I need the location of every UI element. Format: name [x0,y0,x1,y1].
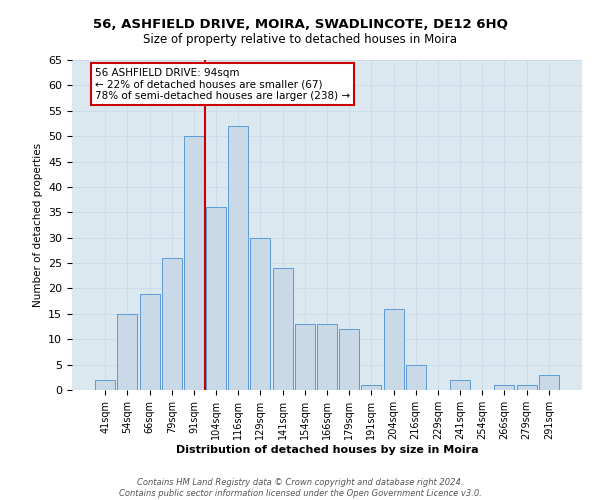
Bar [206,207,226,390]
Bar [517,385,536,390]
Bar [339,329,359,390]
Bar [140,294,160,390]
Bar [295,324,315,390]
Bar [361,385,382,390]
Bar [184,136,204,390]
Bar [95,380,115,390]
Bar [450,380,470,390]
Bar [406,364,426,390]
Text: Contains HM Land Registry data © Crown copyright and database right 2024.
Contai: Contains HM Land Registry data © Crown c… [119,478,481,498]
X-axis label: Distribution of detached houses by size in Moira: Distribution of detached houses by size … [176,444,478,454]
Bar [228,126,248,390]
Bar [250,238,271,390]
Bar [383,309,404,390]
Bar [272,268,293,390]
Bar [494,385,514,390]
Text: 56 ASHFIELD DRIVE: 94sqm
← 22% of detached houses are smaller (67)
78% of semi-d: 56 ASHFIELD DRIVE: 94sqm ← 22% of detach… [95,68,350,101]
Y-axis label: Number of detached properties: Number of detached properties [32,143,43,307]
Bar [162,258,182,390]
Bar [118,314,137,390]
Bar [539,375,559,390]
Text: Size of property relative to detached houses in Moira: Size of property relative to detached ho… [143,32,457,46]
Bar [317,324,337,390]
Text: 56, ASHFIELD DRIVE, MOIRA, SWADLINCOTE, DE12 6HQ: 56, ASHFIELD DRIVE, MOIRA, SWADLINCOTE, … [92,18,508,30]
